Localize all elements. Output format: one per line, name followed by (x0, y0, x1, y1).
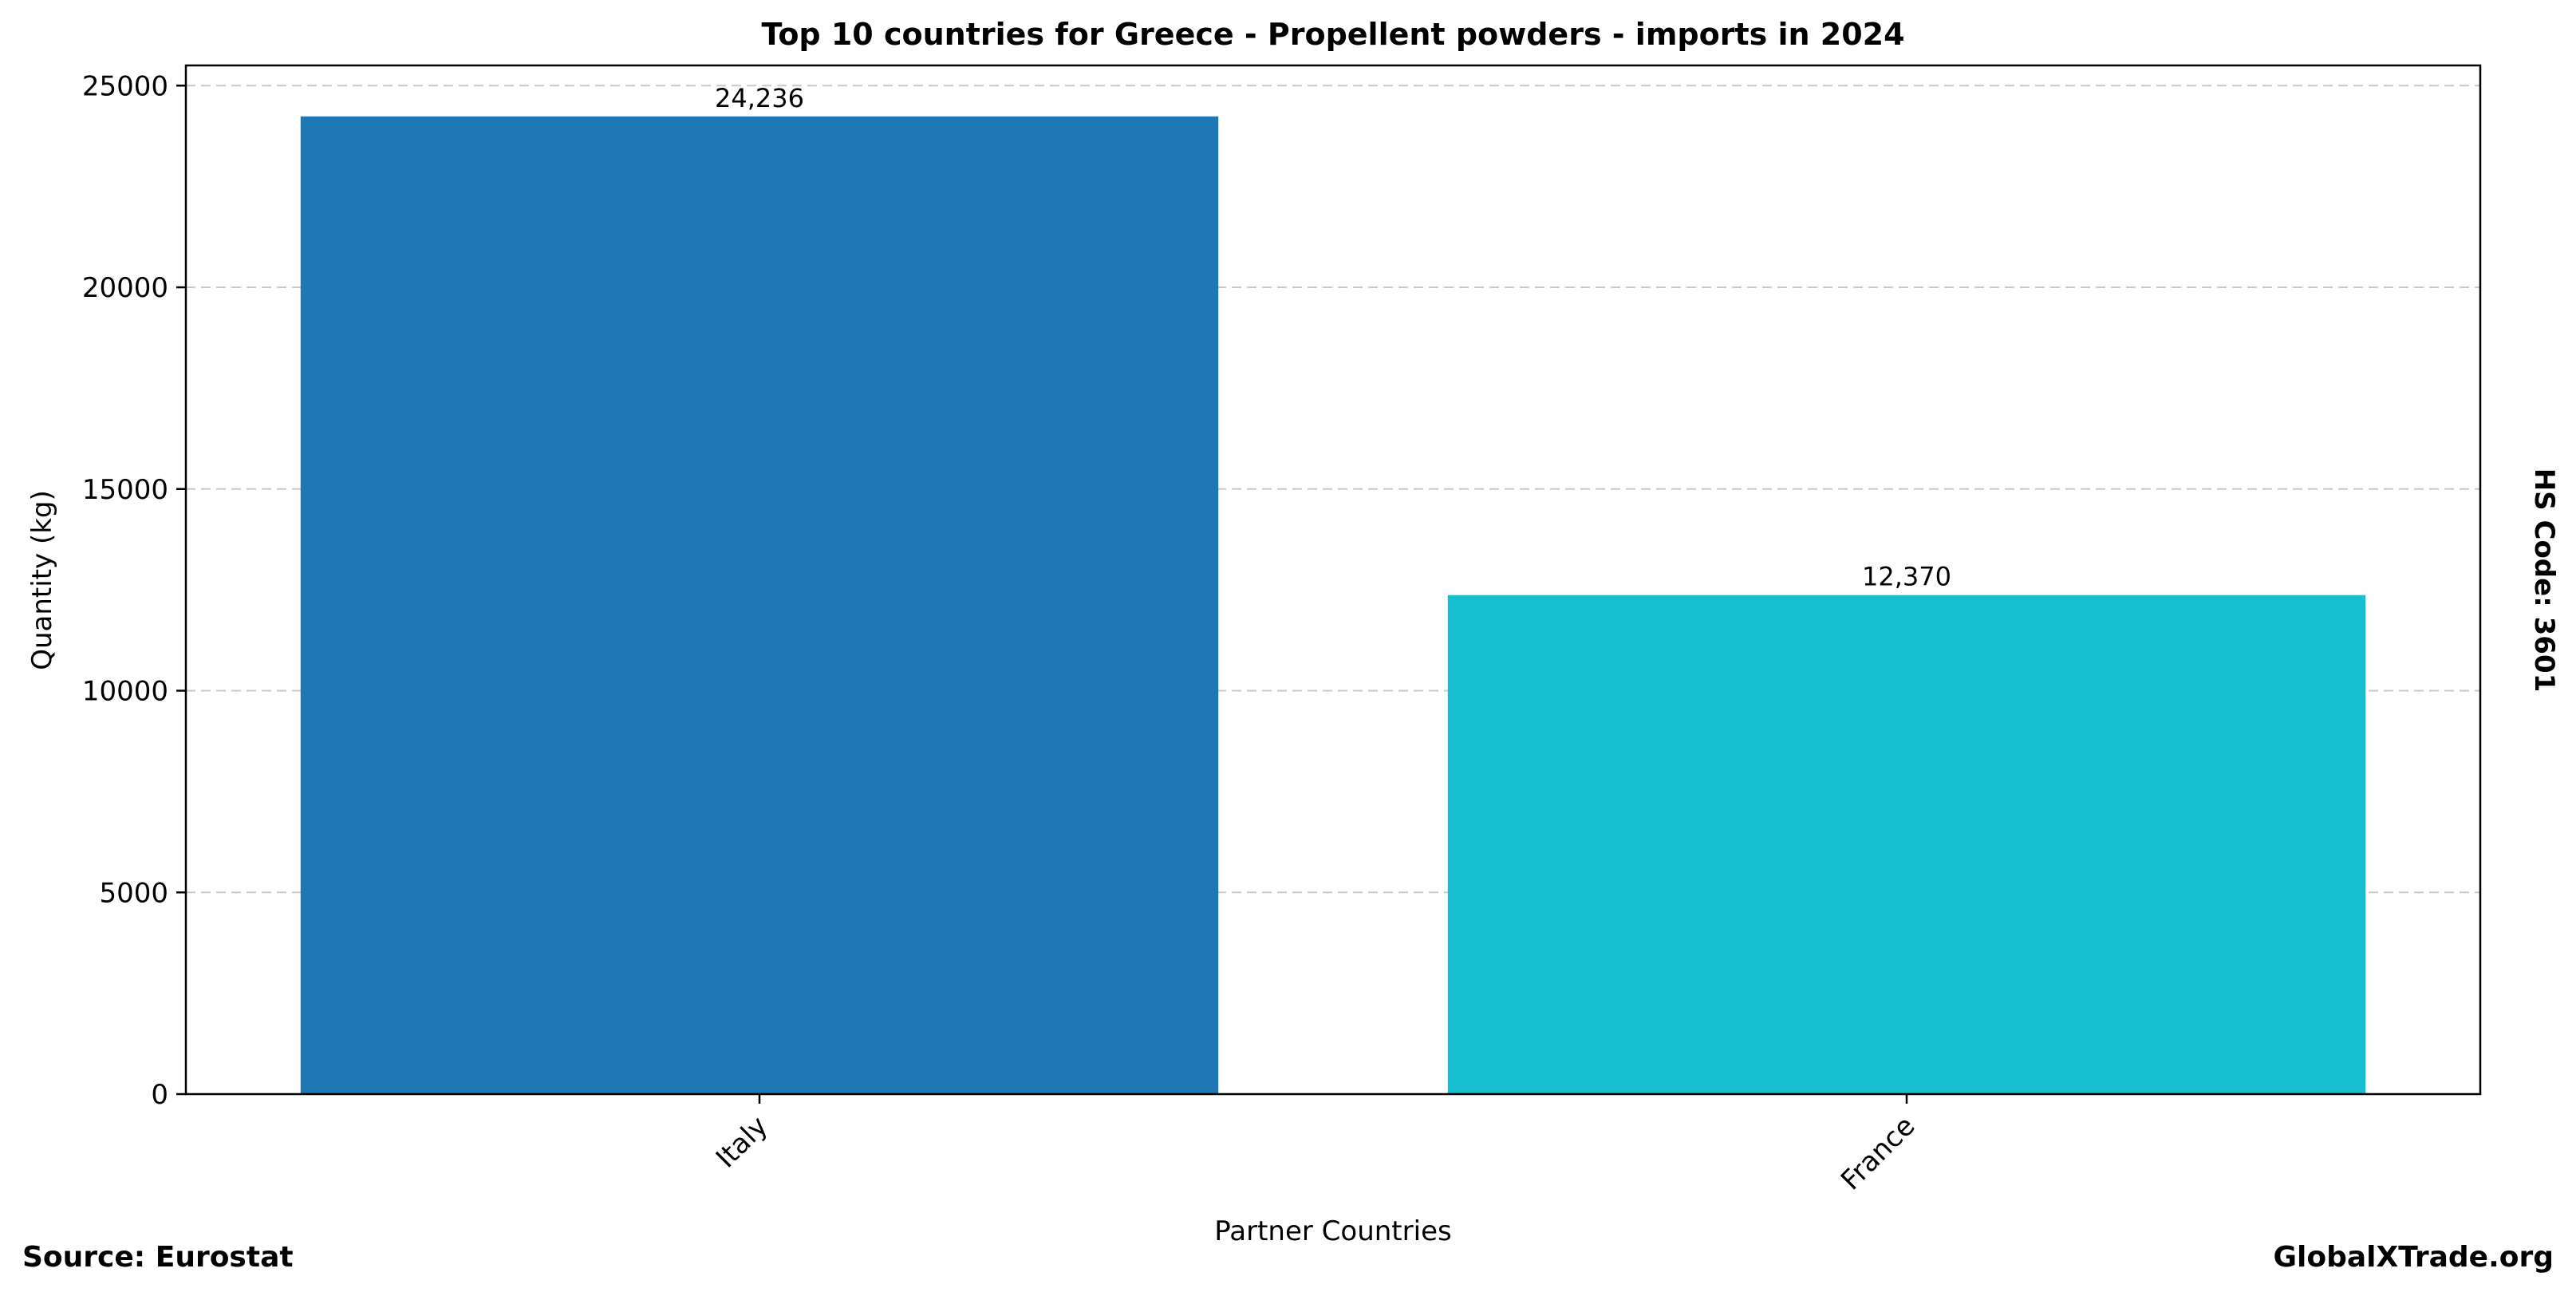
plot-frame (184, 64, 2482, 1096)
y-tick-label: 15000 (82, 474, 168, 506)
bar-france (1447, 595, 2366, 1094)
y-tick-label: 10000 (82, 676, 168, 708)
y-axis-ticks: 0 5000 10000 15000 20000 25000 (82, 70, 186, 1111)
y-tick-label: 25000 (82, 70, 168, 102)
site-credit: GlobalXTrade.org (2273, 1241, 2554, 1274)
y-tick-label: 5000 (99, 877, 168, 909)
x-axis-label: Partner Countries (1214, 1215, 1451, 1247)
y-tick-label: 20000 (82, 272, 168, 304)
bar-italy (300, 116, 1219, 1095)
x-tick-label: France (1835, 1110, 1921, 1196)
hs-code-label: HS Code: 3601 (2528, 468, 2560, 693)
bar-value-label: 24,236 (715, 83, 804, 113)
bars: 24,236 12,370 (300, 83, 2366, 1095)
y-tick-label: 0 (151, 1079, 168, 1111)
chart-title: Top 10 countries for Greece - Propellent… (761, 17, 1904, 52)
source-note: Source: Eurostat (22, 1241, 294, 1274)
y-axis-label: Quantity (kg) (26, 490, 58, 670)
x-tick-label: Italy (710, 1110, 774, 1174)
bar-value-label: 12,370 (1862, 562, 1951, 592)
x-axis-ticks: Italy France (710, 1094, 1921, 1196)
